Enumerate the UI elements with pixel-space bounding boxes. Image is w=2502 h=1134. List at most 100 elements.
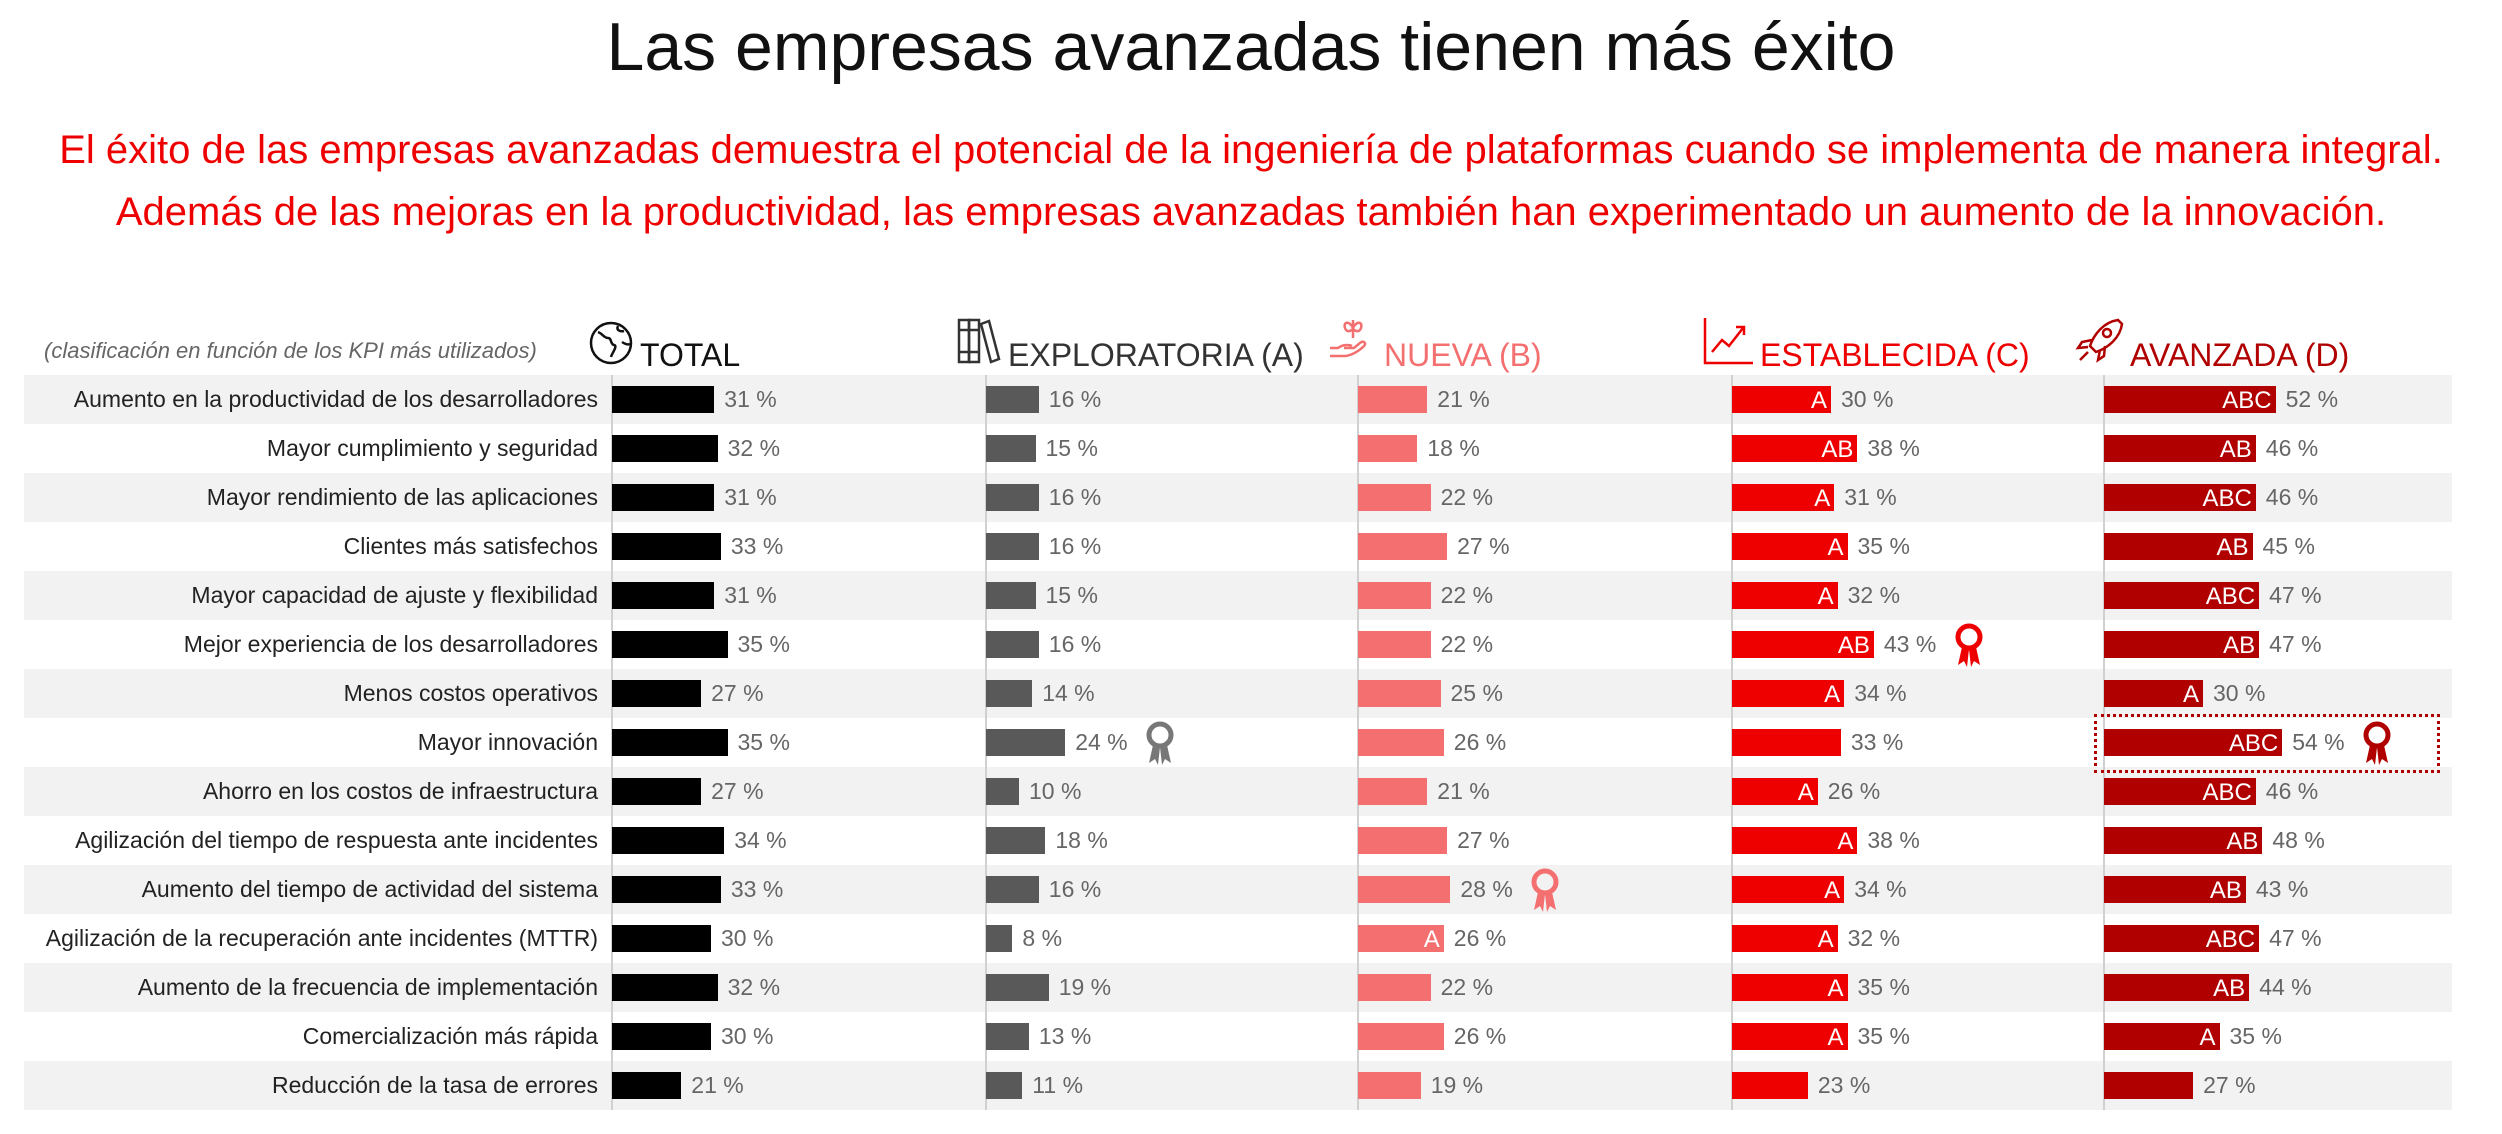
bar <box>1732 1072 1808 1099</box>
value-label: 11 % <box>1032 1072 1084 1098</box>
value-label: 32 % <box>1847 925 1901 951</box>
value-label: 31 % <box>724 386 777 412</box>
value-label: 22 % <box>1440 631 1494 657</box>
value-label: 25 % <box>1450 680 1503 706</box>
bar <box>612 680 702 707</box>
value-label: 46 % <box>2265 778 2319 804</box>
bar: A <box>1732 827 1858 855</box>
bar <box>986 533 1039 560</box>
bar <box>612 778 702 805</box>
bar: AB <box>1732 435 1858 463</box>
value-label: 35 % <box>1857 533 1910 559</box>
bar <box>986 484 1039 511</box>
value-label: 34 % <box>1854 680 1907 706</box>
subtitle-line-2: Además de las mejoras en la productivida… <box>115 190 2387 234</box>
bar: A <box>2104 680 2203 708</box>
value-label: 21 % <box>691 1072 744 1098</box>
award-ribbon-icon <box>2362 721 2392 772</box>
row-background <box>24 767 2452 816</box>
value-label: 15 % <box>1045 582 1098 608</box>
category-label: Mayor cumplimiento y seguridad <box>266 435 598 461</box>
bar: A <box>2104 1023 2220 1051</box>
bar: A <box>1732 876 1845 904</box>
column-header-label: EXPLORATORIA (A) <box>1008 337 1304 373</box>
bar <box>1358 435 1418 462</box>
value-label: 26 % <box>1453 1023 1507 1049</box>
bar <box>612 386 715 413</box>
value-label: 21 % <box>1437 386 1490 412</box>
value-label: 30 % <box>2213 680 2266 706</box>
value-label: 8 % <box>1022 925 1063 951</box>
value-label: 22 % <box>1440 974 1494 1000</box>
value-label: 16 % <box>1048 533 1102 559</box>
bar <box>1358 876 1451 903</box>
bar: A <box>1732 680 1845 708</box>
bar <box>1358 974 1431 1001</box>
value-label: 22 % <box>1440 484 1494 510</box>
value-label: 19 % <box>1430 1072 1484 1098</box>
chart-note: (clasificación en función de los KPI más… <box>44 338 537 363</box>
bar <box>986 974 1049 1001</box>
value-label: 31 % <box>724 582 777 608</box>
bar: A <box>1732 582 1838 610</box>
value-label: 35 % <box>737 631 790 657</box>
bar <box>986 631 1039 658</box>
bar <box>612 631 728 658</box>
bar <box>986 778 1019 805</box>
row-background <box>24 1061 2452 1110</box>
bar: ABC <box>2104 582 2260 610</box>
bar: AB <box>2104 435 2256 463</box>
value-label: 16 % <box>1048 876 1102 902</box>
value-label: 52 % <box>2285 386 2339 412</box>
value-label: 35 % <box>1857 974 1910 1000</box>
category-label: Mayor capacidad de ajuste y flexibilidad <box>191 582 598 608</box>
bar <box>1732 729 1841 756</box>
bar: A <box>1732 925 1838 953</box>
category-label: Mayor innovación <box>417 729 598 755</box>
row-background <box>24 571 2452 620</box>
category-label: Clientes más satisfechos <box>343 533 598 559</box>
value-label: 26 % <box>1453 925 1507 951</box>
value-label: 28 % <box>1460 876 1513 902</box>
bar: AB <box>2104 533 2253 561</box>
bar: A <box>1732 386 1831 414</box>
value-label: 31 % <box>724 484 777 510</box>
value-label: 33 % <box>1850 729 1904 755</box>
bar <box>1358 533 1448 560</box>
bar: AB <box>2104 974 2250 1002</box>
bar <box>1358 680 1441 707</box>
bar <box>612 876 721 903</box>
row-background <box>24 669 2452 718</box>
category-label: Mejor experiencia de los desarrolladores <box>183 631 598 657</box>
category-label: Mayor rendimiento de las aplicaciones <box>206 484 598 510</box>
award-ribbon-icon <box>1954 623 1984 674</box>
bar <box>986 925 1013 952</box>
value-label: 47 % <box>2269 631 2322 657</box>
bar <box>1358 386 1428 413</box>
value-label: 22 % <box>1440 582 1494 608</box>
row-background <box>24 473 2452 522</box>
bar: A <box>1358 925 1444 953</box>
bar <box>986 729 1066 756</box>
bar <box>1358 729 1444 756</box>
column-header: NUEVA (B) <box>1328 320 1542 374</box>
row-background <box>24 375 2452 424</box>
value-label: 47 % <box>2269 925 2322 951</box>
value-label: 10 % <box>1029 778 1082 804</box>
bar <box>1358 778 1428 805</box>
value-label: 27 % <box>2203 1072 2256 1098</box>
bar <box>986 386 1039 413</box>
value-label: 27 % <box>1457 827 1510 853</box>
value-label: 14 % <box>1042 680 1095 706</box>
value-label: 35 % <box>2229 1023 2282 1049</box>
rocket-icon <box>2074 316 2130 374</box>
bar: A <box>1732 533 1848 561</box>
value-label: 43 % <box>2255 876 2309 902</box>
value-label: 18 % <box>1427 435 1480 461</box>
bar <box>1358 1072 1421 1099</box>
value-label: 30 % <box>1841 386 1894 412</box>
bar <box>1358 1023 1444 1050</box>
page-title: Las empresas avanzadas tienen más éxito <box>606 9 1896 85</box>
column-header: AVANZADA (D) <box>2074 318 2349 374</box>
books-icon <box>956 316 1008 374</box>
